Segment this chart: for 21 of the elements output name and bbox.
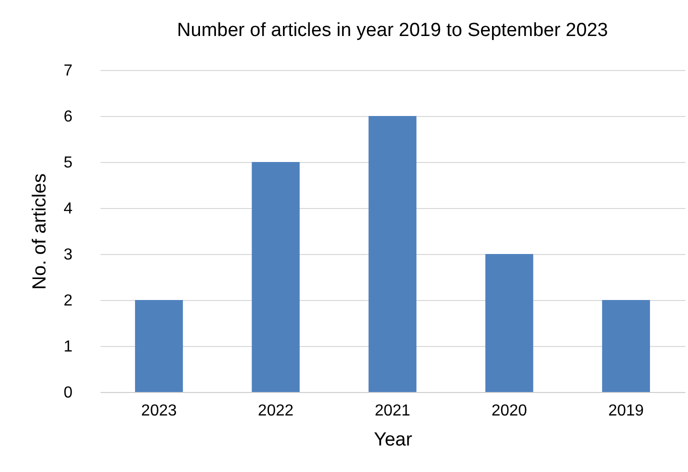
bar [368,116,416,392]
x-axis-title: Year [374,430,413,450]
y-tick-label: 2 [64,292,73,310]
y-tick-label: 5 [64,154,73,172]
chart-title: Number of articles in year 2019 to September 2023 [177,20,608,41]
bar [602,300,650,392]
y-axis-title: No. of articles [30,173,51,290]
y-tick-label: 4 [64,200,73,218]
x-tick-label: 2023 [141,402,177,420]
x-tick-label: 2022 [258,402,294,420]
bar [252,162,300,392]
y-tick-label: 7 [64,62,73,80]
y-tick-label: 1 [64,338,73,356]
x-tick-label: 2020 [491,402,528,420]
bar [485,254,534,392]
x-tick-label: 2021 [374,402,410,420]
bar [135,300,183,392]
x-tick-label: 2019 [608,402,644,420]
y-tick-label: 6 [64,108,73,126]
y-tick-label: 0 [64,384,73,402]
y-tick-label: 3 [64,246,73,264]
